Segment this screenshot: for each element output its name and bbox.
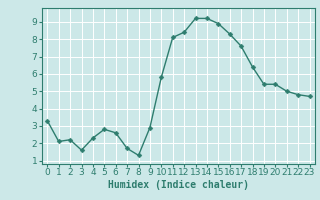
X-axis label: Humidex (Indice chaleur): Humidex (Indice chaleur)	[108, 180, 249, 190]
